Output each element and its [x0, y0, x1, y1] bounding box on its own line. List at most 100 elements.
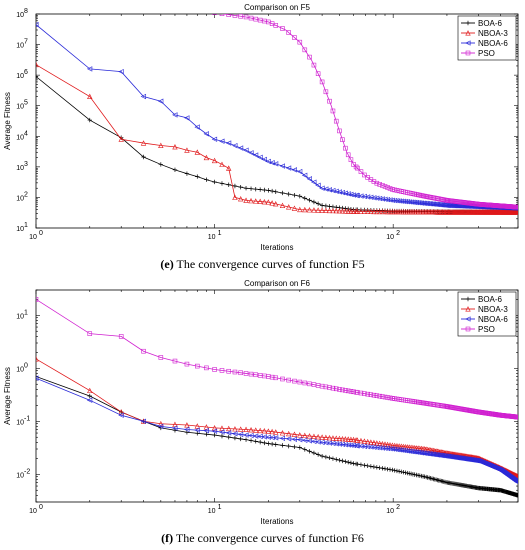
data-point: [248, 438, 254, 443]
series-nboa-3: [36, 61, 518, 215]
data-point: [351, 162, 356, 167]
data-point: [358, 462, 364, 467]
data-point: [415, 192, 421, 198]
data-point: [514, 480, 518, 484]
data-point: [336, 208, 343, 214]
y-tick-exponent: 7: [24, 39, 28, 46]
y-axis-label: Average Fitness: [3, 367, 12, 425]
data-point: [194, 427, 200, 433]
chart-2: Comparison on F610010110210-210-1100101I…: [3, 279, 519, 526]
data-point: [355, 165, 360, 171]
data-point: [368, 208, 374, 215]
legend-item: NBOA-6: [461, 39, 508, 48]
legend-label: PSO: [478, 49, 495, 58]
x-tick-label: 10: [29, 234, 37, 241]
data-point: [315, 433, 321, 440]
data-point: [291, 431, 298, 437]
data-point: [140, 140, 147, 146]
data-point: [219, 368, 225, 373]
data-point: [368, 392, 374, 397]
data-point: [348, 389, 354, 394]
data-point: [342, 441, 348, 448]
data-point: [219, 429, 225, 435]
data-point: [273, 201, 279, 207]
data-point: [204, 365, 209, 371]
data-point: [311, 433, 317, 439]
data-point: [421, 200, 428, 206]
data-point: [243, 14, 249, 20]
data-point: [172, 167, 178, 173]
data-point: [353, 442, 359, 449]
data-point: [211, 428, 218, 434]
legend-label: BOA-6: [478, 295, 503, 304]
data-point: [319, 453, 325, 459]
data-point: [374, 465, 380, 470]
data-point: [184, 422, 190, 428]
data-point: [379, 441, 386, 447]
data-point: [257, 154, 263, 161]
x-axis-label: Iterations: [261, 243, 294, 252]
data-point: [326, 434, 333, 441]
data-point: [345, 152, 351, 158]
data-point: [426, 451, 432, 457]
data-point: [327, 385, 332, 390]
data-point: [238, 184, 243, 190]
data-point: [243, 186, 249, 191]
legend-label: PSO: [478, 325, 495, 334]
data-point: [225, 140, 232, 146]
data-point: [377, 182, 382, 187]
data-point: [379, 208, 386, 215]
data-point: [350, 436, 357, 443]
data-point: [194, 363, 200, 369]
data-point: [387, 197, 393, 203]
data-point: [371, 439, 377, 446]
data-point: [261, 428, 268, 434]
data-point: [238, 436, 243, 442]
data-point: [297, 445, 302, 450]
caption-f: (f) The convergence curves of function F…: [0, 531, 525, 546]
data-point: [387, 467, 393, 472]
data-point: [361, 208, 368, 214]
series-pso: [36, 297, 518, 420]
data-point: [158, 420, 164, 427]
data-point: [392, 468, 397, 473]
data-point: [301, 437, 308, 443]
data-point: [194, 149, 200, 155]
data-point: [279, 163, 285, 169]
data-point: [302, 432, 308, 439]
data-point: [226, 182, 231, 187]
data-point: [362, 172, 367, 178]
data-point: [336, 441, 342, 447]
data-point: [368, 439, 374, 445]
data-point: [243, 197, 249, 203]
data-point: [262, 440, 267, 446]
data-point: [269, 188, 275, 194]
data-point: [390, 187, 395, 192]
data-point: [315, 201, 321, 206]
data-point: [358, 169, 364, 174]
data-point: [358, 390, 364, 396]
data-point: [306, 438, 313, 444]
data-point: [248, 432, 254, 439]
data-point: [394, 198, 400, 204]
data-point: [248, 150, 254, 156]
data-point: [371, 464, 377, 470]
y-axis-label: Average Fitness: [3, 92, 12, 150]
data-point: [36, 21, 39, 28]
data-point: [286, 30, 291, 35]
data-point: [232, 435, 238, 441]
caption-e-text: The convergence curves of function F5: [173, 257, 365, 271]
data-point: [345, 442, 351, 448]
y-tick-label: 10: [16, 12, 24, 19]
data-point: [365, 438, 371, 445]
data-point: [87, 387, 93, 394]
legend-item: BOA-6: [461, 19, 503, 28]
data-point: [379, 196, 385, 202]
data-point: [232, 14, 238, 18]
data-point: [257, 427, 263, 434]
x-tick-exponent: 0: [39, 230, 43, 237]
data-point: [371, 392, 377, 398]
data-point: [333, 207, 339, 214]
data-point: [342, 208, 349, 214]
data-point: [172, 358, 178, 364]
